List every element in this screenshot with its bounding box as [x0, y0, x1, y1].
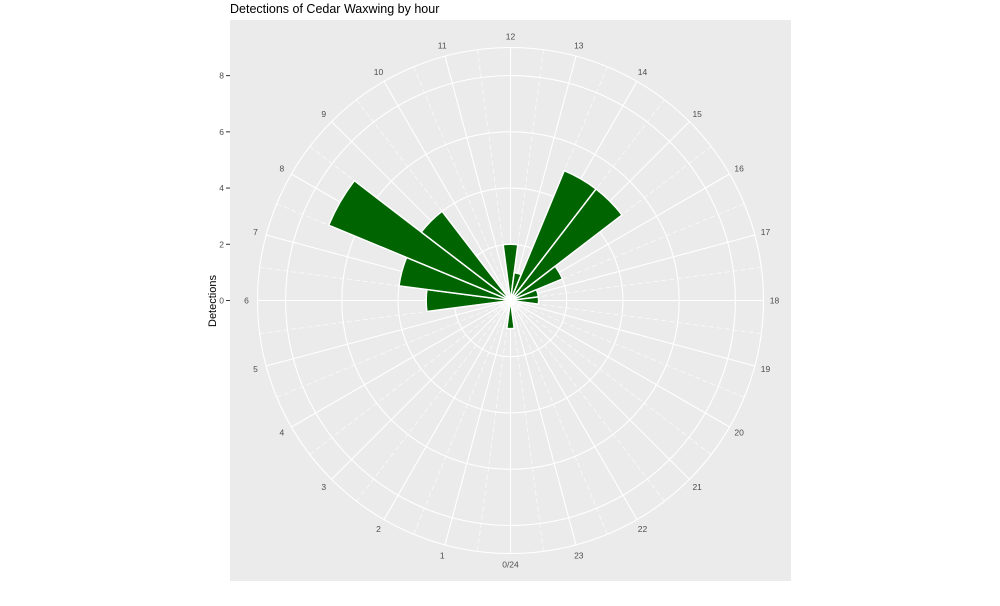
hour-label: 21: [692, 482, 702, 492]
hour-label: 8: [280, 164, 285, 174]
grid-spoke: [291, 300, 511, 428]
grid-spoke-minor: [413, 300, 511, 535]
hour-label: 18: [770, 296, 780, 306]
grid-spoke: [510, 234, 756, 302]
bar-hour-0-24: [505, 300, 516, 330]
grid-spoke-minor: [510, 300, 745, 398]
hour-label: 14: [638, 67, 648, 77]
hour-label: 10: [374, 67, 384, 77]
bar-hour-9: [420, 210, 512, 302]
grid-spoke: [509, 300, 577, 546]
y-tick-label: 2: [219, 239, 224, 249]
grid-spoke-minor: [413, 66, 511, 301]
grid-spoke: [510, 300, 730, 428]
y-tick-label: 0: [219, 296, 224, 306]
bar-hour-8: [327, 179, 511, 302]
grid-spoke-minor: [276, 300, 511, 398]
hour-label: 5: [253, 364, 258, 374]
grid-spoke-minor: [510, 300, 665, 502]
grid-spoke: [510, 300, 638, 520]
bar-hour-18: [510, 295, 540, 306]
grid-spoke-minor: [510, 267, 762, 301]
grid-spoke-minor: [356, 300, 511, 502]
hour-label: 3: [321, 482, 326, 492]
bars: [327, 169, 624, 330]
y-axis-label: Detections: [207, 275, 219, 327]
hour-label: 2: [376, 524, 381, 534]
y-tick-label: 8: [219, 71, 224, 81]
hour-label: 23: [574, 551, 584, 561]
grid-spoke: [444, 55, 512, 301]
bar-hour-15: [509, 187, 624, 302]
grid-spoke: [509, 55, 577, 301]
grid-spoke: [331, 300, 511, 480]
grid-spoke-minor: [510, 300, 762, 334]
hour-label: 0/24: [502, 560, 519, 570]
grid-spoke-minor: [309, 300, 511, 455]
grid-spoke-minor: [477, 300, 511, 552]
hour-label: 22: [638, 524, 648, 534]
y-tick-label: 6: [219, 127, 224, 137]
hour-label: 15: [692, 109, 702, 119]
grid-spoke: [444, 300, 512, 546]
grid-spoke-minor: [510, 300, 712, 455]
y-tick-label: 4: [219, 183, 224, 193]
hour-label: 16: [734, 164, 744, 174]
hour-label: 9: [321, 109, 326, 119]
hour-label: 1: [440, 551, 445, 561]
bar-hour-16: [510, 265, 564, 302]
hour-label: 12: [506, 32, 516, 42]
grid: [256, 46, 765, 555]
grid-spoke-minor: [510, 300, 544, 552]
chart-title: Detections of Cedar Waxwing by hour: [230, 2, 439, 16]
grid-spoke-minor: [510, 300, 608, 535]
hour-label: 13: [574, 41, 584, 51]
grid-spoke: [510, 300, 690, 480]
hour-label: 6: [244, 296, 249, 306]
hour-label: 19: [761, 364, 771, 374]
hour-label: 7: [253, 227, 258, 237]
hour-label: 11: [438, 41, 447, 51]
grid-spoke: [265, 299, 511, 367]
y-axis-ticks: 0 2 4 6 8: [219, 71, 230, 306]
grid-spoke: [383, 81, 511, 301]
hour-label: 4: [280, 428, 285, 438]
hour-label: 20: [734, 428, 744, 438]
hour-label: 17: [761, 227, 771, 237]
bar-hour-12: [502, 243, 519, 301]
grid-spoke: [383, 300, 511, 520]
hour-labels: 0/24123456789101112131415161718192021222…: [244, 32, 779, 570]
grid-spoke: [510, 299, 756, 367]
